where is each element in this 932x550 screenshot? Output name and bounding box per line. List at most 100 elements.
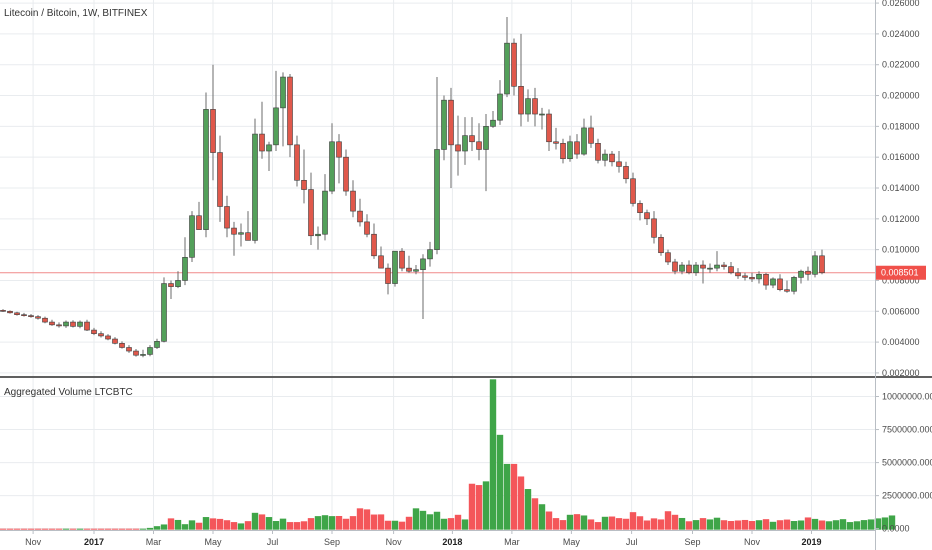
time-tick-label: Mar — [504, 537, 520, 547]
candle-body — [658, 237, 664, 254]
candle-body — [812, 255, 818, 275]
candle — [7, 310, 13, 314]
candle — [630, 172, 636, 207]
candle — [798, 269, 804, 284]
volume-bar — [839, 519, 847, 530]
volume-bar — [825, 521, 833, 530]
volume-bar — [321, 515, 329, 530]
candle-body — [364, 221, 370, 235]
candle — [721, 261, 727, 270]
volume-bar — [363, 509, 371, 530]
candle-body — [329, 141, 335, 192]
volume-bar — [741, 519, 749, 530]
candle — [182, 237, 188, 286]
volume-axis[interactable]: 0.0000 2500000.0000 5000000.0000 7500000.00… — [875, 392, 932, 534]
candle — [119, 341, 125, 349]
candle — [63, 320, 69, 328]
price-axis[interactable]: 0.002000 0.004000 0.006000 0.008000 0.010000… — [875, 0, 926, 378]
volume-bar — [272, 521, 280, 530]
volume-bar — [496, 434, 504, 530]
price-tick-label: 0.006000 — [882, 306, 920, 316]
price-tick-label: 0.018000 — [882, 121, 920, 131]
candle — [126, 345, 132, 353]
volume-bar — [0, 528, 7, 530]
candle-body — [721, 264, 727, 267]
volume-bar — [804, 517, 812, 530]
candle-body — [378, 255, 384, 269]
volume-bar — [223, 520, 231, 530]
volume-bar — [293, 522, 301, 530]
candle-body — [707, 267, 713, 270]
volume-bar — [216, 518, 224, 530]
price-tick-label: 0.012000 — [882, 214, 920, 224]
candle-body — [161, 283, 167, 342]
candle-body — [266, 144, 272, 152]
candle — [581, 118, 587, 156]
volume-bar — [20, 528, 28, 530]
candle — [777, 274, 783, 292]
volume-tick-label: 2500000.0000 — [882, 491, 932, 501]
volume-bar — [867, 519, 875, 530]
candle-body — [777, 278, 783, 291]
volume-bar — [580, 515, 588, 530]
volume-bar — [692, 520, 700, 530]
volume-bar — [384, 520, 392, 530]
candle — [651, 211, 657, 244]
candle — [364, 214, 370, 238]
candle — [511, 38, 517, 96]
candle — [518, 33, 524, 127]
volume-bar — [139, 528, 147, 530]
candle-body — [63, 321, 69, 327]
candle-body — [98, 333, 104, 337]
candle — [770, 277, 776, 289]
volume-bar — [461, 519, 469, 530]
candle-body — [203, 109, 209, 230]
price-tick-label: 0.020000 — [882, 91, 920, 101]
candle-body — [70, 321, 76, 327]
candle — [413, 265, 419, 275]
candle — [231, 221, 237, 256]
candle — [385, 263, 391, 295]
volume-bar — [419, 510, 427, 530]
candle-body — [175, 280, 181, 287]
candle-body — [791, 277, 797, 292]
candle-body — [42, 317, 48, 323]
volume-bar — [874, 518, 882, 530]
price-pane-title: Litecoin / Bitcoin, 1W, BITFINEX — [4, 8, 148, 19]
volume-bar — [503, 463, 511, 530]
candle — [175, 271, 181, 289]
time-tick-label: Nov — [25, 537, 42, 547]
volume-bar — [447, 518, 455, 530]
candle-body — [714, 264, 720, 269]
price-tick-label: 0.002000 — [882, 368, 920, 378]
candle — [77, 320, 83, 329]
candle-body — [756, 273, 762, 280]
volume-bar — [769, 521, 777, 530]
candle — [35, 315, 41, 320]
volume-bar — [83, 528, 91, 530]
candle — [679, 261, 685, 275]
candle — [434, 77, 440, 255]
candle-body — [140, 354, 146, 356]
volume-bar — [776, 520, 784, 530]
candlestick-series — [0, 16, 825, 358]
candle — [217, 135, 223, 222]
candle — [70, 320, 76, 328]
candle-body — [609, 153, 615, 163]
candle-body — [490, 119, 496, 127]
candle-body — [679, 264, 685, 272]
candle — [252, 118, 258, 244]
time-axis[interactable]: Nov 2017 Mar May Jul Sep Nov 2018 Mar May Jul Sep No… — [25, 530, 822, 547]
candle-body — [14, 312, 20, 315]
volume-bar — [468, 483, 476, 530]
candle-body — [259, 133, 265, 152]
candle — [203, 92, 209, 238]
candle-body — [350, 190, 356, 212]
candle-body — [735, 272, 741, 277]
candle — [42, 316, 48, 324]
volume-bar — [244, 521, 252, 530]
volume-bar — [881, 517, 889, 530]
candle-body — [553, 141, 559, 144]
